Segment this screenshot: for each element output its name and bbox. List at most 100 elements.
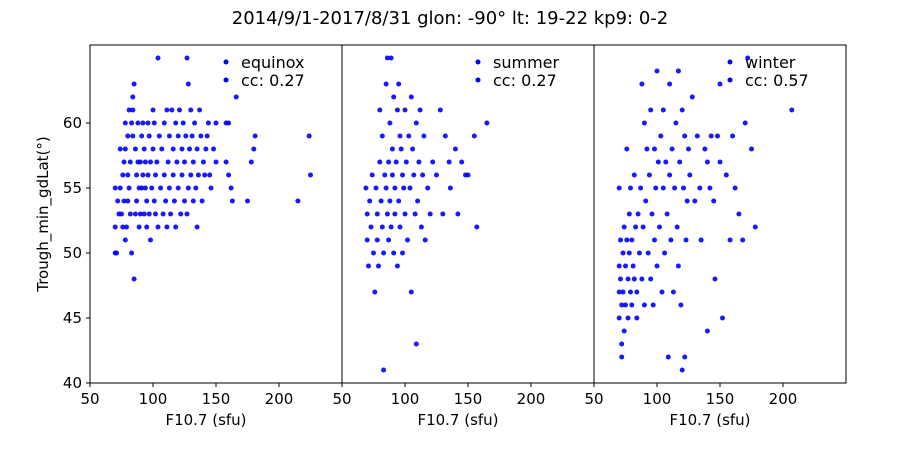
data-point [749,146,754,152]
data-point [619,341,625,347]
data-point [150,146,156,152]
data-point [179,146,185,152]
data-point [625,276,631,282]
data-point [184,211,190,217]
data-point [648,107,654,113]
data-point [745,55,751,61]
data-point [427,211,433,217]
data-point [192,120,198,126]
data-point [194,146,200,152]
data-point [727,237,733,243]
data-point [129,250,135,256]
data-point [413,341,419,347]
data-point [660,107,666,113]
legend-correlation: cc: 0.27 [241,71,305,90]
data-point [420,172,426,178]
data-point [194,224,200,230]
data-point [130,107,136,113]
data-point [616,289,622,295]
data-point [126,185,132,191]
data-point [383,185,389,191]
data-point [233,94,239,100]
data-point [131,276,137,282]
data-point [629,237,635,243]
data-point [723,172,729,178]
data-point [638,185,644,191]
data-point [665,354,671,360]
y-tick-label: 50 [63,244,82,262]
data-point [144,224,150,230]
data-point [702,146,708,152]
data-point [401,185,407,191]
y-tick-label: 40 [63,374,82,392]
data-point [153,172,158,178]
data-point [397,133,403,139]
data-point [657,224,662,230]
data-point [130,94,136,100]
data-point [308,172,313,178]
data-point [127,211,133,217]
data-point [367,198,373,204]
data-point [252,133,258,139]
data-point [717,81,723,87]
data-point [188,172,194,178]
data-point [413,120,419,126]
data-point [403,159,409,165]
y-tick-label: 45 [63,309,82,327]
data-point [625,315,631,321]
data-point [122,120,128,126]
figure-title: 2014/9/1-2017/8/31 glon: -90° lt: 19-22 … [232,8,668,29]
data-point [411,172,417,178]
data-point [142,159,148,165]
data-point [446,159,452,165]
data-point [124,224,129,230]
data-point [396,198,402,204]
x-tick-label: 200 [517,390,546,408]
data-point [126,107,132,113]
data-point [646,172,652,178]
data-point [402,107,408,113]
legend-correlation: cc: 0.57 [745,71,809,90]
data-point [619,354,625,360]
data-point [654,263,660,269]
data-point [127,159,133,165]
data-point [187,146,192,152]
data-point [174,159,180,165]
data-point [659,289,665,295]
data-point [211,146,216,152]
data-point [640,224,646,230]
data-point [631,172,637,178]
data-point [415,198,421,204]
data-point [649,211,655,217]
data-point [379,133,385,139]
data-point [626,211,632,217]
data-point [387,120,393,126]
data-point [742,120,748,126]
data-point [386,237,392,243]
data-point [630,263,636,269]
data-point [159,146,165,152]
data-point [660,185,666,191]
data-point [442,133,448,139]
data-point [248,159,254,165]
data-point [624,237,630,243]
data-point [682,133,688,139]
data-point [715,133,720,139]
data-point [173,120,179,126]
x-tick-label: 200 [769,390,798,408]
data-point [682,354,688,360]
data-point [125,198,131,204]
data-point [673,120,679,126]
data-point [175,185,181,191]
x-tick-label: 100 [139,390,168,408]
data-point [168,211,174,217]
data-point [372,289,378,295]
legend-marker [727,77,733,83]
data-point [205,120,211,126]
legend-marker [223,59,229,65]
data-point [226,120,232,126]
data-point [368,224,374,230]
y-tick-label: 60 [63,114,82,132]
data-point [166,133,172,139]
